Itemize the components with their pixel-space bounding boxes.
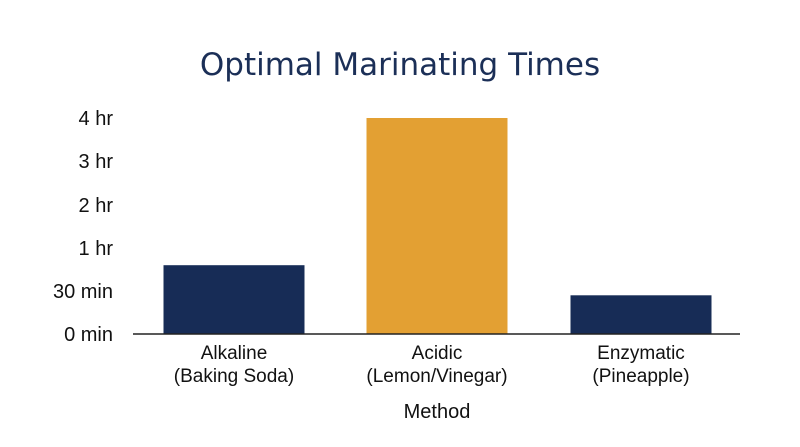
bars [163, 118, 712, 334]
category-label: Acidic [412, 343, 463, 364]
x-axis: Alkaline(Baking Soda) Acidic(Lemon/Vinega… [174, 343, 690, 387]
bar [163, 265, 305, 334]
x-axis-title: Method [404, 401, 471, 423]
category-label: Enzymatic [597, 343, 685, 364]
y-axis: 0 min 30 min 1 hr 2 hr 3 hr 4 hr [53, 108, 113, 346]
bar [366, 118, 508, 334]
y-tick-label: 30 min [53, 281, 113, 303]
y-tick-label: 1 hr [79, 238, 114, 260]
category-label: (Pineapple) [592, 366, 689, 387]
bar [570, 295, 712, 334]
category-label: (Baking Soda) [174, 366, 294, 387]
category-label: (Lemon/Vinegar) [366, 366, 507, 387]
chart-title: Optimal Marinating Times [200, 47, 600, 83]
y-tick-label: 3 hr [79, 151, 114, 173]
y-tick-label: 4 hr [79, 108, 114, 130]
category-label: Alkaline [201, 343, 268, 364]
y-tick-label: 0 min [64, 324, 113, 346]
y-tick-label: 2 hr [79, 195, 114, 217]
